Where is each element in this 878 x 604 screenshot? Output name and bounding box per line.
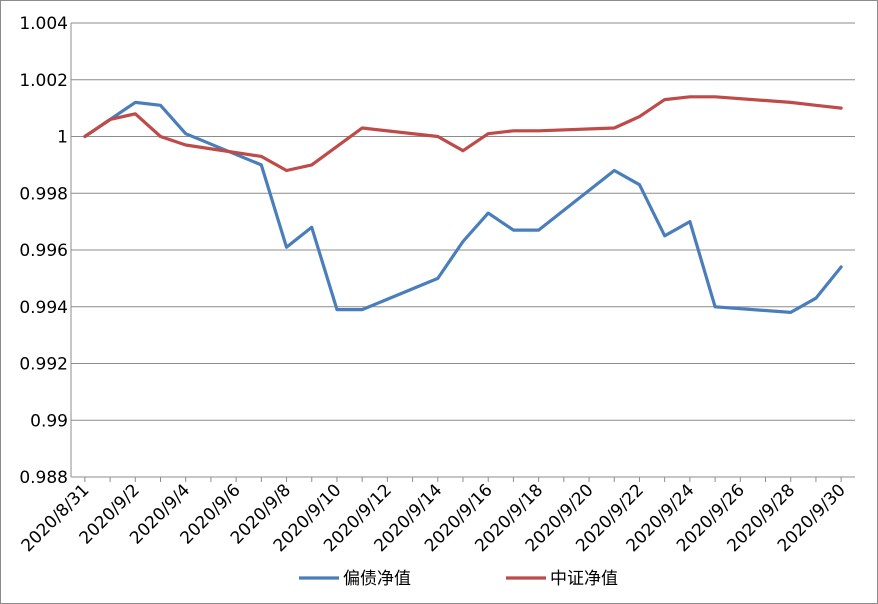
gridlines <box>71 22 855 421</box>
y-axis-tick-labels: 0.988 0.99 0.992 0.994 0.996 0.998 1 1.002 1.004 <box>19 14 68 488</box>
y-tick-label: 0.996 <box>19 241 68 261</box>
y-tick-label: 0.99 <box>30 411 68 431</box>
series-line-2 <box>83 95 843 173</box>
axes <box>70 23 855 482</box>
x-axis-tick-labels: 2020/8/312020/9/22020/9/42020/9/62020/9/… <box>18 480 850 556</box>
series-line-1 <box>83 100 843 314</box>
legend-label: 中证净值 <box>550 569 618 589</box>
legend-label: 偏债净值 <box>343 569 411 589</box>
x-tick-label: 2020/8/31 <box>18 480 94 556</box>
y-tick-label: 0.998 <box>19 184 68 204</box>
legend: 偏债净值 中证净值 <box>299 569 618 589</box>
y-tick-label: 1.004 <box>19 14 68 34</box>
y-tick-label: 0.994 <box>19 298 68 318</box>
y-tick-label: 0.992 <box>19 355 68 375</box>
y-tick-label: 1.002 <box>19 71 68 91</box>
y-tick-label: 0.988 <box>19 468 68 488</box>
series-lines <box>83 95 843 314</box>
y-tick-label: 1 <box>57 128 68 148</box>
